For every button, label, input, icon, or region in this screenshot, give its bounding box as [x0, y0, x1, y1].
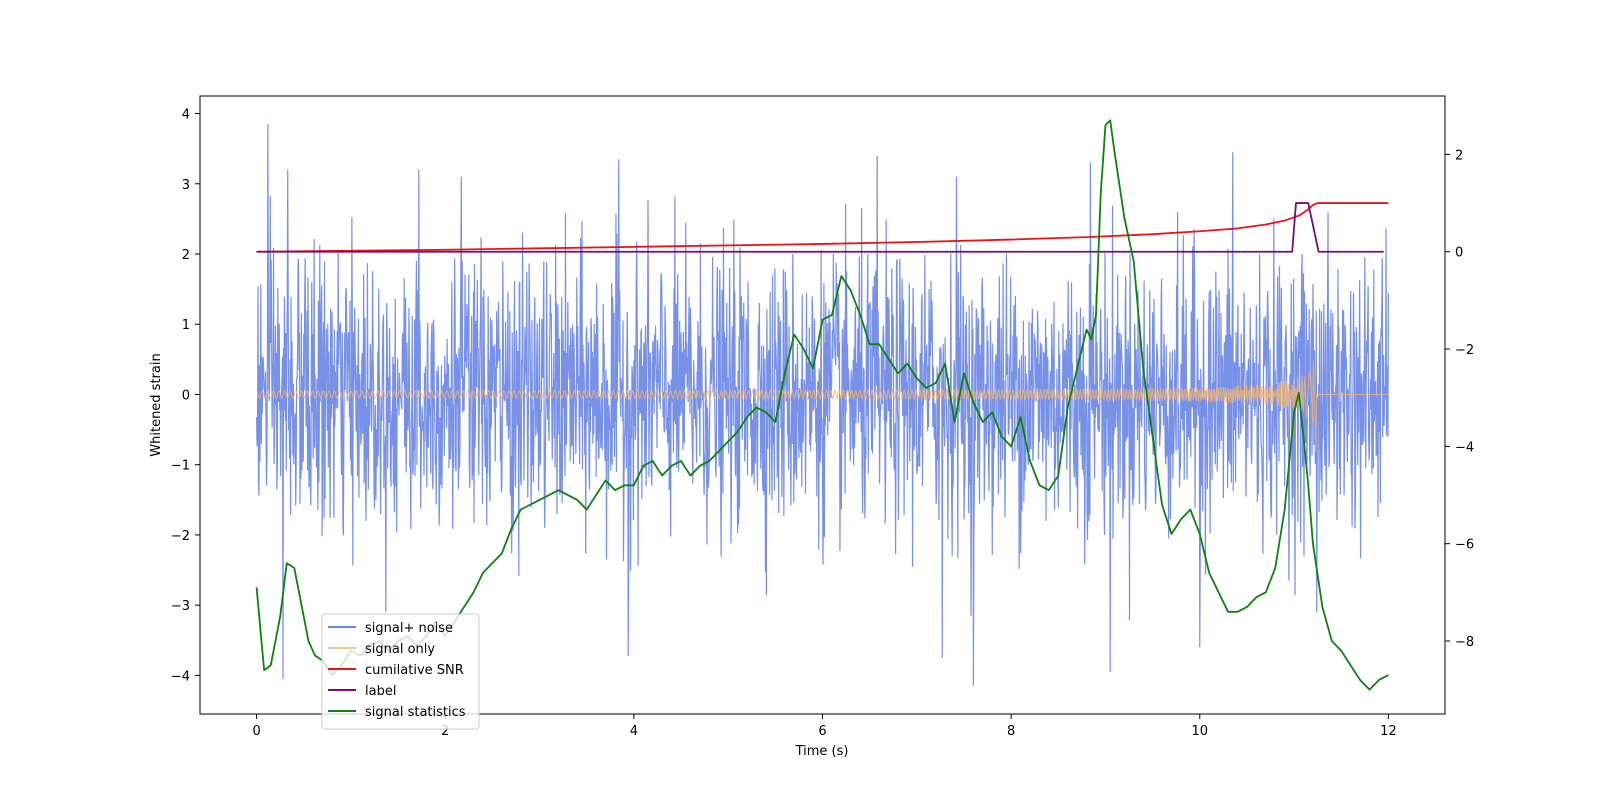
legend-label-label: label: [365, 684, 396, 699]
legend: signal+ noise signal only cumilative SNR la…: [321, 613, 480, 730]
y-tick-label: 3: [182, 178, 190, 193]
x-tick-label: 12: [1380, 724, 1397, 739]
legend-box: [321, 613, 480, 730]
y-axis-label: Whitened strain: [149, 353, 164, 456]
y2-tick-label: −2: [1455, 343, 1474, 358]
x-tick-label: 10: [1191, 724, 1208, 739]
y2-tick-label: 2: [1455, 148, 1463, 163]
y-tick-label: −1: [171, 459, 190, 474]
x-tick-label: 4: [630, 724, 638, 739]
series-layer: [255, 119, 1390, 691]
legend-label-signal-statistics: signal statistics: [365, 705, 466, 720]
y2-tick-label: −4: [1455, 440, 1474, 455]
legend-label-signal-noise: signal+ noise: [365, 621, 453, 636]
series-signal-only: [256, 360, 1389, 453]
series-cumilative-snr: [256, 202, 1389, 253]
x-tick-label: 0: [252, 724, 260, 739]
y2-tick-label: −6: [1455, 538, 1474, 553]
x-axis-label: Time (s): [795, 744, 849, 759]
series-label: [256, 202, 1384, 253]
y-tick-label: 4: [182, 108, 190, 123]
x-tick-label: 8: [1007, 724, 1015, 739]
y-tick-label: 1: [182, 318, 190, 333]
x-tick-label: 2: [441, 724, 449, 739]
legend-label-signal-only: signal only: [365, 642, 435, 657]
y2-tick-label: 0: [1455, 246, 1463, 261]
y-tick-label: −2: [171, 529, 190, 544]
y-tick-label: −3: [171, 599, 190, 614]
y-tick-label: 0: [182, 388, 190, 403]
y-tick-label: −4: [171, 669, 190, 684]
legend-label-cumilative-snr: cumilative SNR: [365, 663, 464, 678]
y2-tick-label: −8: [1455, 635, 1474, 650]
y-tick-label: 2: [182, 248, 190, 263]
x-tick-label: 6: [818, 724, 826, 739]
series-signal-noise: [255, 124, 1390, 686]
